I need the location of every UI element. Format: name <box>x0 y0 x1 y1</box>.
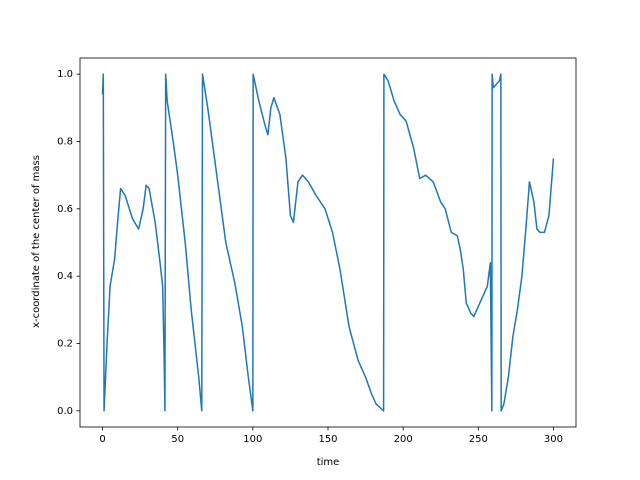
y-axis-label: x-coordinate of the center of mass <box>31 155 42 328</box>
x-tick-label: 200 <box>394 434 413 445</box>
x-tick-label: 300 <box>544 434 563 445</box>
x-tick-label: 0 <box>99 434 105 445</box>
y-tick-label: 0.0 <box>57 406 73 417</box>
x-tick-label: 250 <box>469 434 488 445</box>
y-tick-label: 1.0 <box>57 69 73 80</box>
x-tick-label: 50 <box>171 434 184 445</box>
data-line <box>101 73 555 412</box>
y-tick-label: 0.8 <box>57 136 73 147</box>
x-axis-label: time <box>317 457 340 468</box>
y-tick-label: 0.2 <box>57 339 73 350</box>
x-tick-label: 150 <box>318 434 337 445</box>
plot-frame <box>79 57 577 428</box>
y-tick-label: 0.6 <box>57 204 73 215</box>
x-tick-label: 100 <box>243 434 262 445</box>
y-tick-label: 0.4 <box>57 271 73 282</box>
